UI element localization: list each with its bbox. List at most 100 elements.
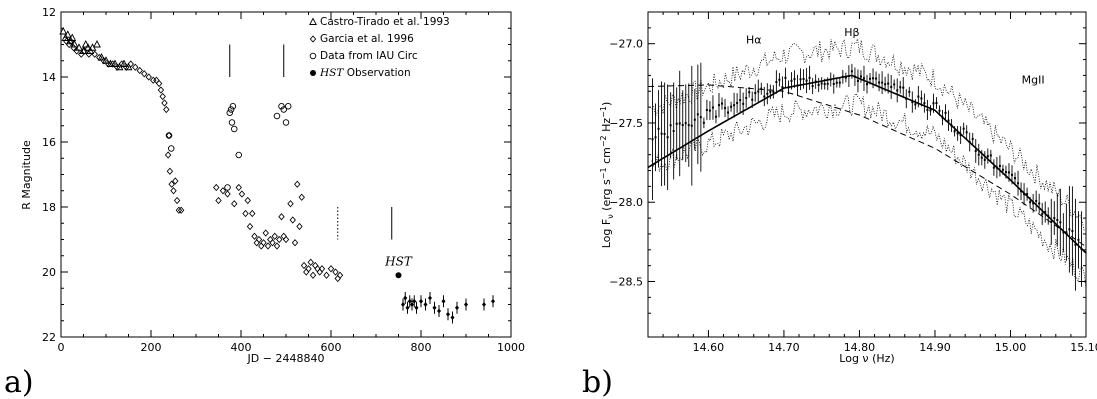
x-tick-label: 14.60 xyxy=(693,341,725,354)
data-point xyxy=(287,200,294,208)
spectrum-point xyxy=(675,122,678,125)
data-point xyxy=(282,119,290,126)
spectrum-point xyxy=(962,127,965,130)
spectrum-point xyxy=(1032,202,1035,205)
data-point xyxy=(278,102,285,110)
spectrum-point xyxy=(1001,168,1004,171)
legend-hst-italic: HST xyxy=(319,67,344,79)
data-point xyxy=(228,119,236,126)
data-point xyxy=(132,63,139,71)
spectrum-point xyxy=(1004,171,1007,174)
data-point xyxy=(405,305,410,311)
spectrum-point xyxy=(920,97,923,100)
data-point xyxy=(294,180,301,188)
envelope-curve xyxy=(651,38,1087,232)
spectrum-point xyxy=(678,122,681,125)
spectrum-point xyxy=(781,86,784,89)
data-point xyxy=(296,222,303,231)
data-point xyxy=(423,302,428,307)
spectrum-point xyxy=(850,70,853,73)
data-point xyxy=(491,298,495,304)
spectrum-point xyxy=(714,115,717,118)
spectrum-point xyxy=(766,92,769,95)
spectrum-point xyxy=(745,96,748,99)
legend-entry-iau: Data from IAU Circ xyxy=(320,50,418,62)
spectrum-point xyxy=(862,77,865,80)
legend-entry-hst: HST Observation xyxy=(319,67,411,79)
line-annotation: MgII xyxy=(1022,73,1045,86)
data-point xyxy=(235,151,242,159)
data-point xyxy=(213,183,220,192)
data-point xyxy=(251,232,258,240)
data-point xyxy=(303,268,310,276)
spectrum-point xyxy=(929,109,932,112)
spectrum-point xyxy=(811,85,814,88)
data-point xyxy=(267,235,274,244)
panel-a-ylabel: R Magnitude xyxy=(20,140,33,210)
spectrum-point xyxy=(902,86,905,89)
data-point xyxy=(412,298,417,304)
spectrum-point xyxy=(739,99,742,102)
data-point xyxy=(264,242,272,250)
data-point xyxy=(271,232,278,240)
x-tick-label: 14.90 xyxy=(919,341,951,354)
spectrum-point xyxy=(986,155,989,158)
data-point xyxy=(298,193,305,201)
spectrum-point xyxy=(1035,199,1038,202)
spectrum-point xyxy=(730,105,733,108)
data-point xyxy=(260,239,267,247)
spectrum-point xyxy=(1044,211,1047,214)
data-point xyxy=(305,265,312,273)
data-point xyxy=(165,132,173,139)
spectrum-point xyxy=(1017,182,1020,185)
y-tick-label: 16 xyxy=(42,136,56,149)
spectrum-point xyxy=(757,90,760,93)
spectrum-point xyxy=(881,81,884,84)
spectrum-point xyxy=(935,102,938,105)
data-point xyxy=(114,63,121,71)
data-point xyxy=(106,59,115,67)
data-point xyxy=(93,40,101,48)
x-tick-label: 600 xyxy=(321,341,342,354)
spectrum-point xyxy=(908,90,911,93)
data-point xyxy=(164,151,172,159)
data-point xyxy=(318,265,326,273)
data-point xyxy=(168,180,175,188)
spectrum-point xyxy=(1041,212,1044,215)
data-point xyxy=(249,209,256,218)
data-point xyxy=(437,308,441,314)
data-point xyxy=(68,33,77,41)
spectrum-point xyxy=(790,79,793,82)
spectrum-point xyxy=(947,119,950,122)
y-tick-label: −28.0 xyxy=(609,196,643,209)
data-point xyxy=(163,105,170,114)
data-point xyxy=(334,274,341,283)
data-point xyxy=(273,242,281,250)
data-point xyxy=(177,206,185,214)
data-point xyxy=(63,30,72,38)
x-tick-label: 200 xyxy=(141,341,162,354)
spectrum-point xyxy=(872,77,875,80)
spectrum-point xyxy=(805,79,808,82)
spectrum-point xyxy=(875,77,878,80)
data-point xyxy=(307,258,314,266)
data-point xyxy=(464,302,468,307)
data-point xyxy=(332,268,339,276)
y-tick-label: 20 xyxy=(42,266,56,279)
legend-hst-suffix: Observation xyxy=(343,67,410,79)
panel-b-xlabel: Log ν (Hz) xyxy=(839,352,894,365)
ylabel-rest: (erg s xyxy=(600,179,613,214)
spectrum-point xyxy=(1062,231,1065,234)
spectrum-point xyxy=(826,82,829,85)
data-point xyxy=(78,50,85,58)
data-point xyxy=(227,106,235,113)
spectrum-point xyxy=(681,124,684,127)
x-tick-label: 15.00 xyxy=(995,341,1027,354)
panel-a-frame xyxy=(60,11,512,338)
data-point xyxy=(289,216,296,224)
data-point xyxy=(127,60,134,68)
spectrum-point xyxy=(1026,193,1029,196)
data-point xyxy=(123,63,130,71)
data-point xyxy=(155,79,163,88)
